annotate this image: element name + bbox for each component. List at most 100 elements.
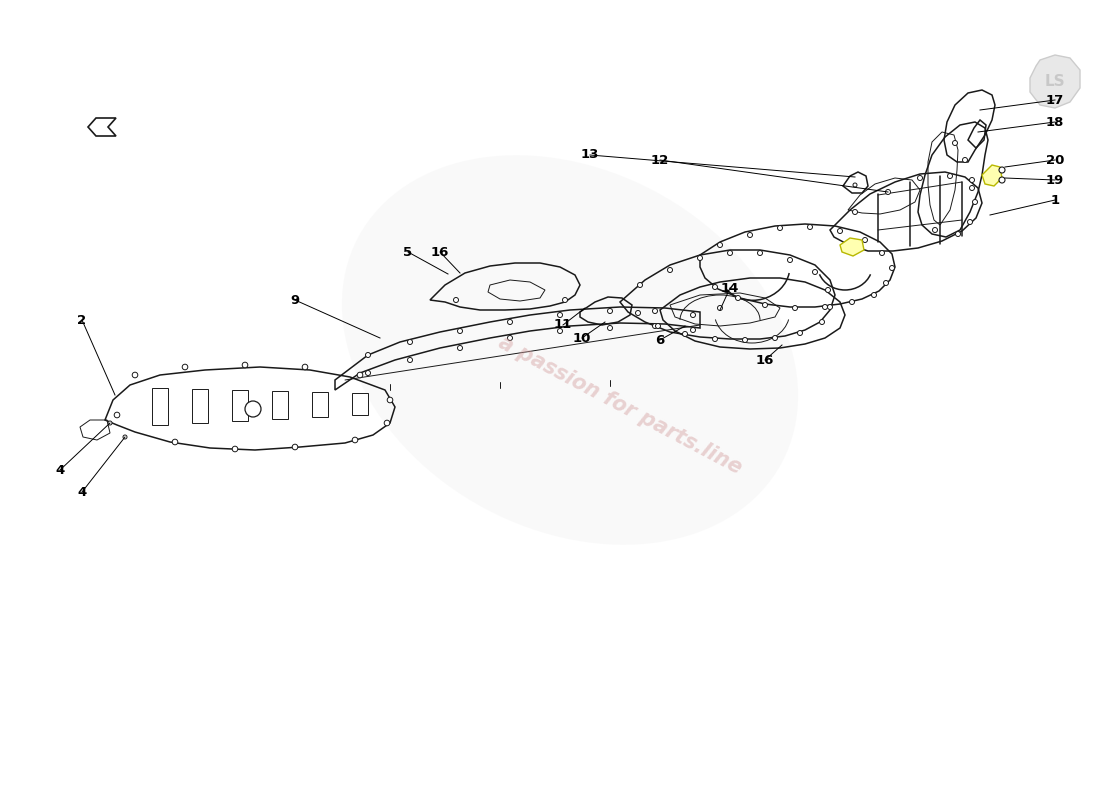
Text: 4: 4 [55,463,65,477]
Circle shape [820,319,825,325]
Circle shape [407,358,412,362]
Circle shape [883,281,889,286]
Circle shape [607,326,613,330]
Circle shape [788,258,792,262]
Circle shape [293,444,298,450]
Text: 16: 16 [431,246,449,258]
Circle shape [969,178,975,182]
Polygon shape [982,165,1002,186]
Circle shape [890,266,894,270]
Circle shape [183,364,188,370]
Circle shape [245,401,261,417]
Circle shape [727,250,733,255]
Circle shape [242,362,248,368]
Circle shape [668,267,672,273]
Circle shape [691,313,695,318]
Text: 20: 20 [1046,154,1064,166]
Circle shape [108,421,112,425]
Circle shape [807,225,813,230]
Circle shape [999,167,1005,173]
Circle shape [691,327,695,333]
Circle shape [947,174,953,178]
Circle shape [352,437,358,443]
Circle shape [762,302,768,307]
Text: 2: 2 [77,314,87,326]
Circle shape [453,298,459,302]
Circle shape [933,227,937,233]
Ellipse shape [342,155,799,545]
Circle shape [748,233,752,238]
Circle shape [772,335,778,341]
Circle shape [458,346,462,350]
Circle shape [956,231,960,237]
Circle shape [852,210,858,214]
Text: 9: 9 [290,294,299,306]
Circle shape [736,295,740,301]
Text: 18: 18 [1046,115,1064,129]
Text: 10: 10 [573,331,591,345]
Circle shape [825,287,830,293]
Text: 13: 13 [581,149,600,162]
Circle shape [458,329,462,334]
Circle shape [365,370,371,375]
Circle shape [827,305,833,310]
Circle shape [507,319,513,325]
Text: 6: 6 [656,334,664,346]
Circle shape [558,329,562,334]
Circle shape [173,439,178,445]
Circle shape [999,177,1005,183]
Circle shape [123,435,126,439]
Text: 19: 19 [1046,174,1064,186]
Circle shape [607,309,613,314]
Circle shape [917,175,923,181]
Circle shape [837,229,843,234]
Circle shape [652,309,658,314]
Circle shape [656,323,660,329]
Circle shape [697,255,703,261]
Circle shape [862,238,868,242]
Circle shape [969,186,975,190]
Circle shape [407,339,412,345]
Polygon shape [1030,55,1080,108]
Circle shape [717,306,723,310]
Circle shape [852,183,857,187]
Circle shape [365,353,371,358]
Text: 1: 1 [1050,194,1059,206]
Circle shape [358,372,363,378]
Circle shape [953,141,957,146]
Circle shape [792,306,798,310]
Circle shape [968,219,972,225]
Text: LS: LS [1045,74,1065,90]
Circle shape [507,335,513,341]
Circle shape [880,250,884,255]
Circle shape [778,226,782,230]
Text: 12: 12 [651,154,669,166]
Circle shape [798,330,803,335]
Circle shape [636,310,640,315]
Text: 16: 16 [756,354,774,366]
Circle shape [886,190,891,194]
Text: 11: 11 [554,318,572,331]
Circle shape [682,331,688,337]
Circle shape [813,270,817,274]
Circle shape [972,199,978,205]
Circle shape [713,285,717,290]
Circle shape [132,372,138,378]
Circle shape [387,397,393,403]
Circle shape [114,412,120,418]
Circle shape [562,298,568,302]
Circle shape [849,299,855,305]
Text: 17: 17 [1046,94,1064,106]
Circle shape [962,158,968,162]
Circle shape [652,323,658,329]
Text: 5: 5 [404,246,412,258]
Circle shape [717,242,723,247]
Polygon shape [840,238,864,256]
Text: 4: 4 [77,486,87,498]
Text: a passion for parts.line: a passion for parts.line [495,332,745,478]
Circle shape [871,293,877,298]
Circle shape [742,338,748,342]
Circle shape [558,313,562,318]
Circle shape [302,364,308,370]
Circle shape [823,305,827,310]
